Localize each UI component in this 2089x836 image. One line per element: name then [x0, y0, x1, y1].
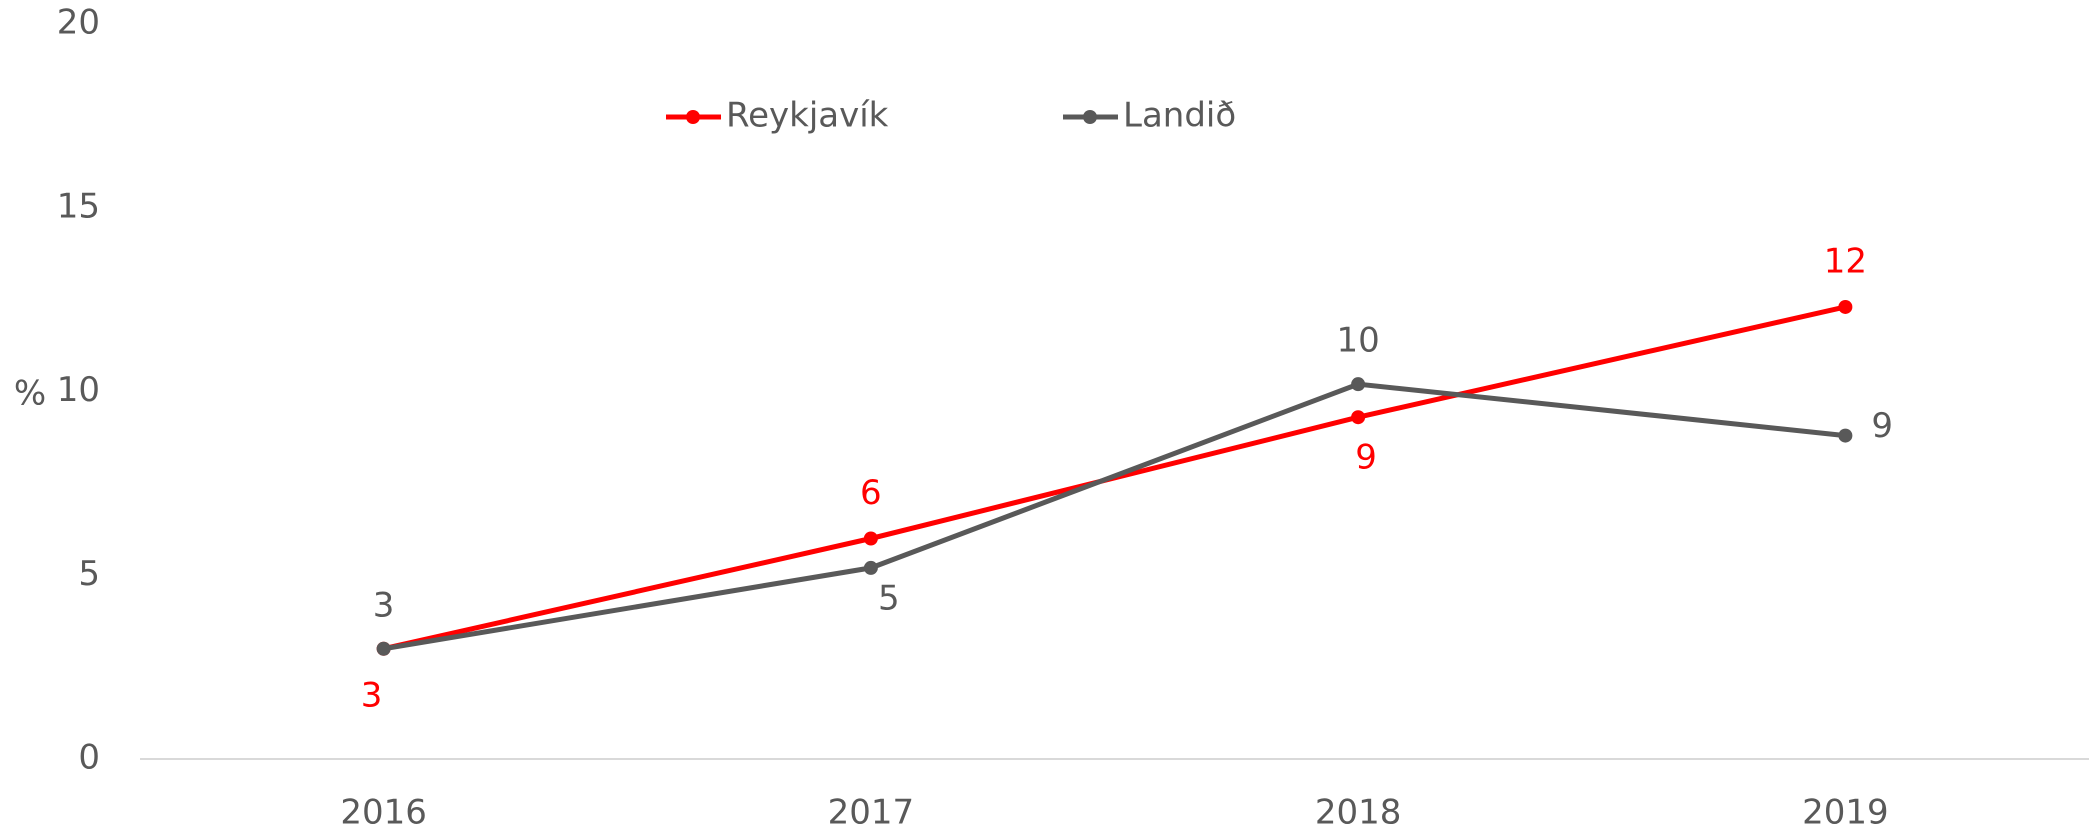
data-label: 5 — [878, 578, 900, 618]
y-tick-label: 10 — [57, 370, 100, 410]
data-label: 9 — [1355, 438, 1377, 478]
y-tick-label: 0 — [78, 738, 100, 778]
point — [863, 531, 878, 546]
point — [1838, 299, 1853, 314]
series-line — [383, 381, 1846, 652]
legend-marker — [686, 110, 700, 124]
data-label: 3 — [361, 675, 383, 715]
point — [863, 560, 878, 575]
y-tick-label: 5 — [78, 554, 100, 594]
y-axis-label: % — [14, 374, 46, 414]
data-label: 3 — [373, 585, 395, 625]
x-tick-label: 2017 — [828, 793, 915, 833]
legend-marker — [1083, 110, 1097, 124]
data-label: 12 — [1824, 241, 1867, 281]
point — [1351, 377, 1366, 392]
x-tick-label: 2018 — [1315, 793, 1402, 833]
point — [376, 641, 391, 656]
legend-label: Landið — [1123, 96, 1236, 136]
y-tick-label: 20 — [57, 3, 100, 43]
point — [1351, 410, 1366, 425]
legend-label: Reykjavík — [726, 96, 889, 136]
point — [1838, 428, 1853, 443]
x-tick-label: 2019 — [1802, 793, 1889, 833]
x-tick-label: 2016 — [340, 793, 427, 833]
data-label: 6 — [860, 473, 882, 513]
data-label: 9 — [1871, 406, 1893, 446]
data-label: 10 — [1336, 321, 1379, 361]
y-tick-label: 15 — [57, 186, 100, 226]
